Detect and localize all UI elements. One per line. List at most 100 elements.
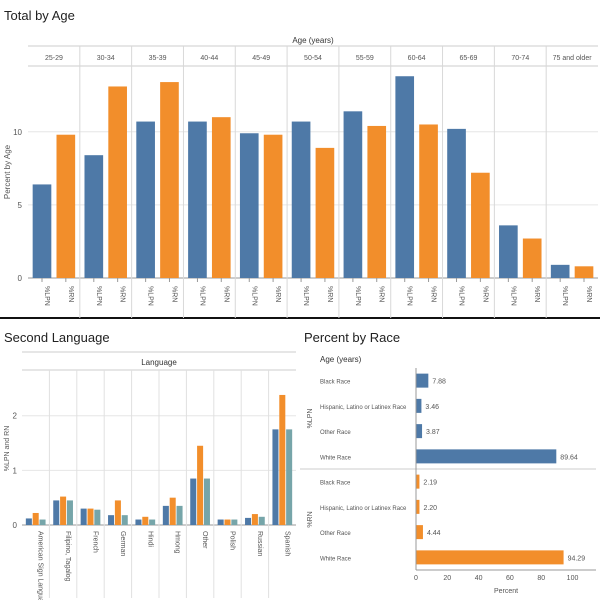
race-x-axis-label: Percent bbox=[494, 588, 518, 595]
language-y-axis-label: %LPN and RN bbox=[4, 426, 11, 472]
age-y-tick-label: 10 bbox=[13, 128, 22, 137]
race-data-label: 3.87 bbox=[426, 429, 440, 436]
age-sub-label: %LPN bbox=[147, 286, 154, 306]
age-bar-lpn bbox=[84, 155, 104, 278]
language-bar bbox=[25, 518, 32, 525]
language-y-tick-label: 1 bbox=[13, 466, 18, 475]
age-category-label: 45-49 bbox=[252, 55, 270, 62]
age-sub-label: %LPN bbox=[354, 286, 361, 306]
age-sub-label: %RN bbox=[481, 286, 488, 302]
race-bar-lpn bbox=[416, 449, 557, 464]
race-data-label: 4.44 bbox=[427, 530, 441, 537]
language-bar bbox=[272, 429, 279, 525]
age-y-tick-label: 0 bbox=[18, 274, 23, 283]
language-category-label: Hindi bbox=[146, 531, 153, 547]
age-bar-rn bbox=[211, 117, 231, 278]
race-bar-rn bbox=[416, 499, 420, 514]
age-bar-lpn bbox=[550, 264, 570, 278]
race-header: Age (years) bbox=[320, 355, 362, 364]
language-bar bbox=[32, 512, 39, 525]
race-x-tick-label: 40 bbox=[475, 575, 483, 582]
race-bar-lpn bbox=[416, 398, 422, 413]
age-chart-title: Total by Age bbox=[4, 8, 75, 23]
age-bar-rn bbox=[574, 266, 594, 278]
race-bar-rn bbox=[416, 550, 564, 565]
age-bar-lpn bbox=[32, 184, 52, 278]
language-category-label: Polish bbox=[229, 531, 236, 550]
age-bar-lpn bbox=[343, 111, 363, 279]
age-category-label: 65-69 bbox=[460, 55, 478, 62]
race-data-label: 3.46 bbox=[425, 404, 439, 411]
age-bar-lpn bbox=[499, 225, 518, 278]
age-bar-rn bbox=[56, 134, 76, 278]
language-y-tick-label: 2 bbox=[13, 412, 18, 421]
language-bar bbox=[80, 508, 87, 525]
age-sub-label: %RN bbox=[533, 286, 540, 302]
race-data-label: 2.20 bbox=[423, 505, 437, 512]
race-data-label: 2.19 bbox=[423, 480, 437, 487]
race-x-tick-label: 60 bbox=[506, 575, 514, 582]
language-bar bbox=[286, 429, 293, 525]
language-bar bbox=[251, 514, 258, 525]
age-category-label: 25-29 bbox=[45, 55, 63, 62]
language-category-label: Russian bbox=[256, 531, 263, 556]
race-category-label: Other Race bbox=[320, 430, 351, 436]
race-group-label: %RN bbox=[307, 511, 314, 527]
age-bar-lpn bbox=[239, 133, 259, 278]
race-data-label: 94.29 bbox=[568, 555, 586, 562]
age-sub-label: %RN bbox=[170, 286, 177, 302]
age-y-axis-label: Percent by Age bbox=[3, 144, 12, 199]
language-bar bbox=[94, 509, 101, 525]
language-category-label: Spanish bbox=[283, 531, 290, 556]
age-category-label: 75 and older bbox=[553, 55, 593, 62]
age-sub-label: %LPN bbox=[509, 286, 516, 306]
age-bar-rn bbox=[263, 134, 283, 278]
age-sub-label: %RN bbox=[119, 286, 126, 302]
language-header: Language bbox=[141, 358, 177, 367]
age-sub-label: %LPN bbox=[302, 286, 309, 306]
age-bar-lpn bbox=[291, 121, 311, 278]
age-category-label: 60-64 bbox=[408, 55, 426, 62]
age-bar-rn bbox=[367, 125, 387, 278]
age-bar-rn bbox=[315, 147, 335, 278]
language-category-label: American Sign Langua.. bbox=[37, 531, 44, 600]
race-chart-title: Percent by Race bbox=[304, 330, 401, 345]
race-bar-lpn bbox=[416, 373, 429, 388]
age-bar-rn bbox=[471, 172, 490, 278]
age-header: Age (years) bbox=[292, 36, 334, 45]
race-category-label: Black Race bbox=[320, 380, 351, 386]
age-sub-label: %LPN bbox=[198, 286, 205, 306]
language-category-label: Filipino, Tagalog bbox=[64, 531, 71, 582]
age-sub-label: %RN bbox=[222, 286, 229, 302]
section-divider bbox=[0, 317, 600, 319]
age-sub-label: %LPN bbox=[43, 286, 50, 306]
race-category-label: Black Race bbox=[320, 481, 351, 487]
race-bar-rn bbox=[416, 474, 420, 489]
language-bar bbox=[87, 508, 94, 525]
language-bar bbox=[231, 519, 238, 525]
age-bar-lpn bbox=[447, 128, 466, 278]
race-group-label: %LPN bbox=[307, 409, 314, 429]
language-category-label: Other bbox=[201, 531, 208, 549]
language-bar bbox=[121, 515, 128, 525]
race-bar-rn bbox=[416, 525, 423, 540]
language-bar bbox=[135, 519, 142, 525]
age-category-label: 70-74 bbox=[511, 55, 529, 62]
language-bar bbox=[108, 515, 115, 525]
race-category-label: White Race bbox=[320, 556, 352, 562]
language-bar bbox=[162, 505, 169, 525]
race-category-label: Other Race bbox=[320, 531, 351, 537]
language-bar bbox=[142, 516, 149, 525]
language-bar bbox=[197, 445, 204, 525]
age-bar-lpn bbox=[136, 121, 155, 278]
language-bar bbox=[169, 497, 176, 525]
age-sub-label: %LPN bbox=[95, 286, 102, 306]
language-chart-title: Second Language bbox=[4, 330, 110, 345]
language-bar bbox=[279, 394, 286, 525]
age-sub-label: %RN bbox=[585, 286, 592, 302]
age-sub-label: %RN bbox=[430, 286, 437, 302]
race-category-label: Hispanic, Latino or Latinex Race bbox=[320, 506, 407, 512]
age-bar-lpn bbox=[395, 76, 415, 278]
age-sub-label: %LPN bbox=[250, 286, 257, 306]
